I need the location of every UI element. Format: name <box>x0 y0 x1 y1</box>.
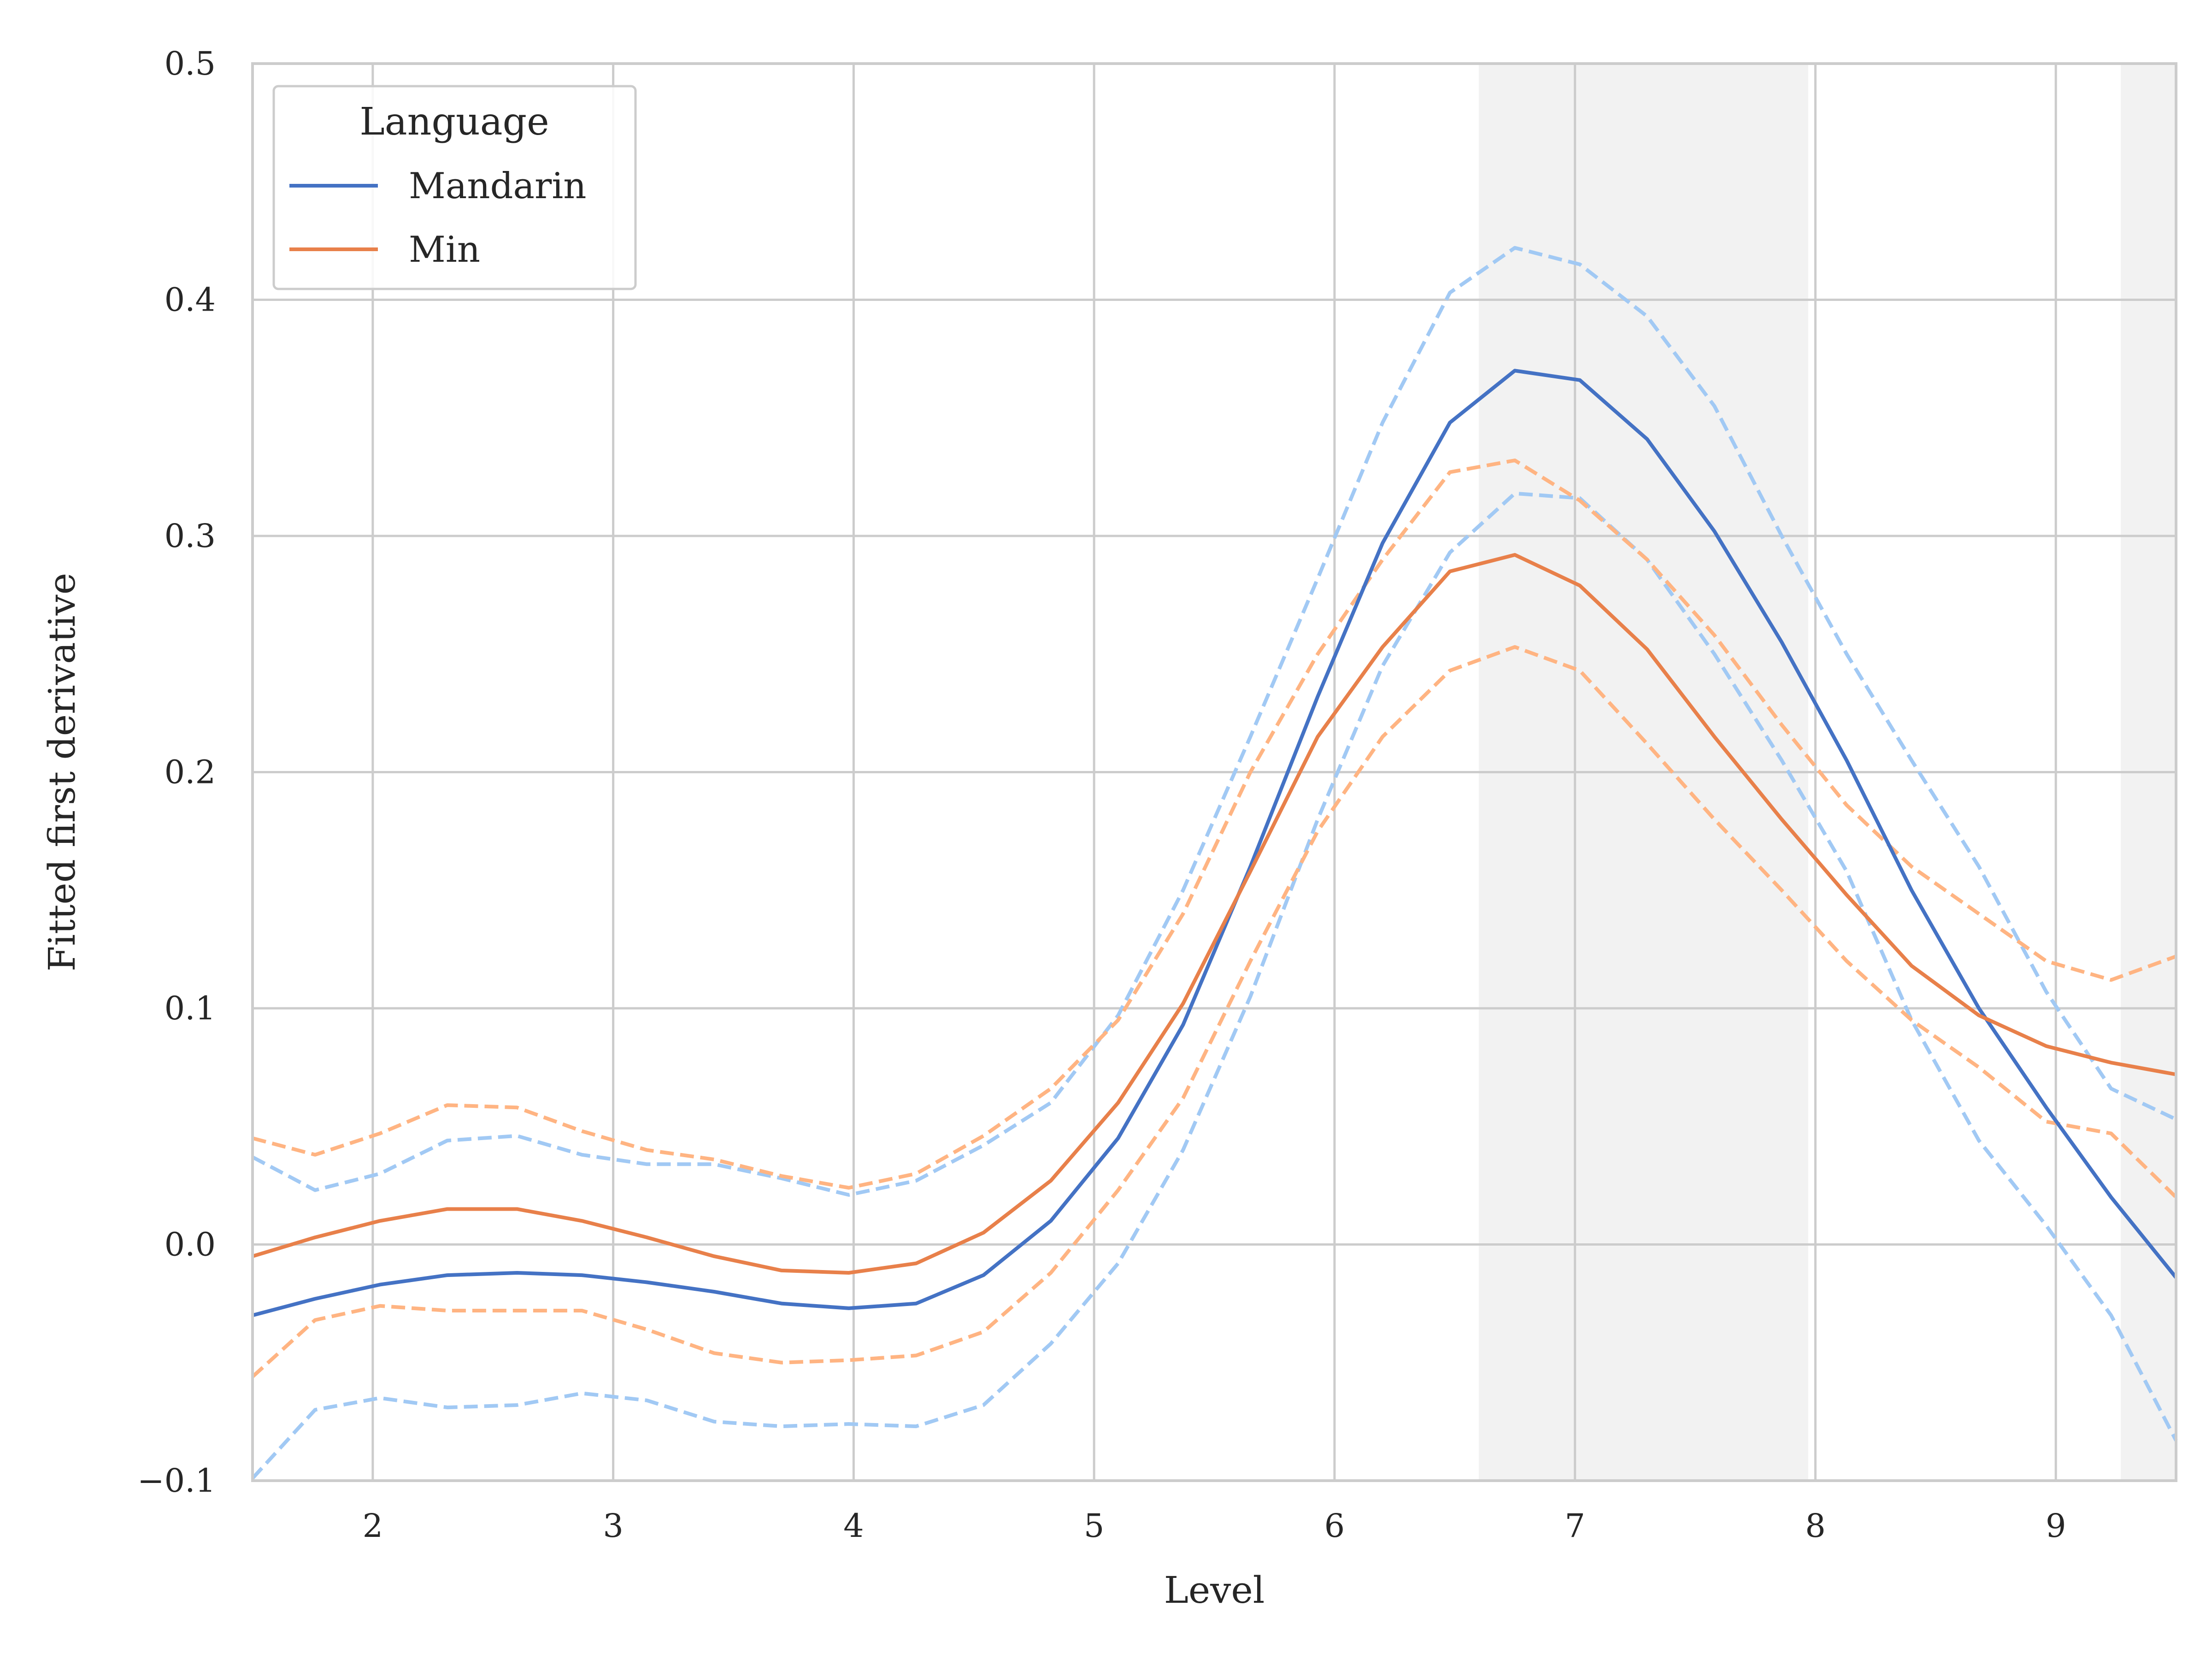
series-line-mandarin <box>252 369 2178 1318</box>
legend-items: Mandarin Min <box>289 165 587 271</box>
y-tick-label: −0.1 <box>137 1462 216 1500</box>
tick-labels: 2 3 4 5 6 7 8 9 −0.1 0.0 0.1 0.2 0.3 0.4 0.5 <box>137 45 2066 1545</box>
ci-upper-min <box>252 459 2177 1190</box>
x-axis-title: Level <box>1164 1569 1265 1612</box>
y-tick-label: 0.4 <box>165 281 216 319</box>
y-tick-label: 0.2 <box>165 753 216 791</box>
x-tick-label: 3 <box>603 1507 624 1545</box>
legend-label-min: Min <box>409 229 480 271</box>
x-tick-label: 5 <box>1084 1507 1105 1545</box>
x-tick-label: 7 <box>1565 1507 1585 1545</box>
x-tick-label: 6 <box>1324 1507 1345 1545</box>
ci-lower-min <box>251 645 2177 1378</box>
ci-lower-mandarin <box>251 491 2178 1480</box>
legend-box <box>272 85 637 290</box>
legend-label-mandarin: Mandarin <box>409 165 587 207</box>
y-tick-label: 0.0 <box>165 1226 216 1264</box>
legend: Language Mandarin Min <box>272 85 637 290</box>
legend-title: Language <box>359 100 549 144</box>
x-tick-label: 2 <box>363 1507 383 1545</box>
plot-frame <box>251 62 2177 1482</box>
y-tick-label: 0.5 <box>165 45 216 82</box>
series-lines <box>251 246 2178 1480</box>
y-tick-label: 0.3 <box>165 517 216 555</box>
ci-upper-mandarin <box>252 246 2177 1197</box>
y-axis-title: Fitted first derivative <box>41 573 83 971</box>
series-line-min <box>252 553 2177 1275</box>
x-tick-label: 9 <box>2046 1507 2066 1545</box>
x-tick-label: 4 <box>843 1507 864 1545</box>
y-tick-label: 0.1 <box>165 989 216 1027</box>
x-tick-label: 8 <box>1805 1507 1826 1545</box>
